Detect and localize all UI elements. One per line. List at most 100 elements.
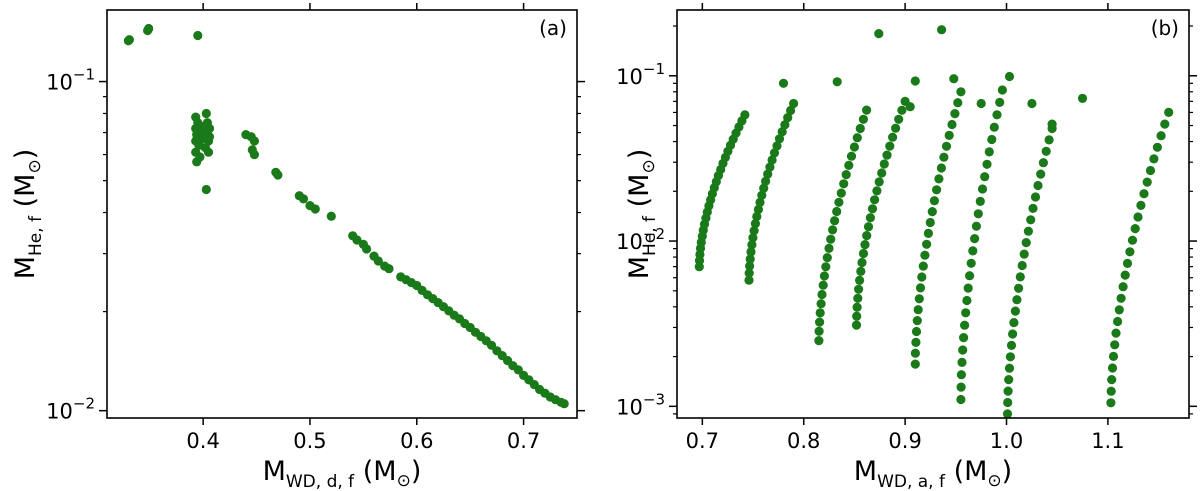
panel-b-data-point	[932, 185, 942, 195]
panel-b-data-point	[1012, 295, 1022, 305]
panel-b-data-point	[1114, 305, 1124, 315]
panel-b-data-point	[1130, 224, 1140, 234]
panel-b-data-point	[1003, 386, 1013, 396]
panel-b-data-point	[934, 174, 944, 184]
panel-b-data-point	[1133, 212, 1143, 222]
panel-b-data-point	[1004, 363, 1015, 373]
panel-b-data-point	[929, 196, 940, 206]
panel-b-data-point	[1004, 71, 1015, 82]
panel-b-data-point	[821, 262, 831, 272]
panel-b-data-point	[917, 272, 927, 282]
panel-b-data-point	[1008, 329, 1018, 339]
panel-b-data-point	[740, 110, 750, 120]
panel-b-data-point	[857, 257, 867, 268]
panel-b-data-point	[927, 207, 937, 217]
panel-b-data-point	[888, 132, 898, 142]
panel-b-data-point	[877, 168, 887, 178]
panel-b-data-point	[1004, 375, 1014, 385]
panel-b-data-point	[786, 105, 796, 116]
panel-b-data-point	[1136, 200, 1146, 210]
panel-a-data-point	[195, 152, 205, 162]
panel-b-xtick-label: 0.9	[888, 429, 921, 453]
panel-b-data-point	[778, 78, 789, 88]
panel-a-xtick-label: 0.7	[507, 429, 540, 453]
panel-b-data-point	[1015, 272, 1025, 282]
panel-b-data-point	[957, 357, 967, 367]
panel-b-xtick-label: 1.0	[990, 429, 1023, 453]
panel-b-data-point	[846, 151, 857, 161]
panel-b-data-point	[744, 268, 754, 278]
panel-a-data-point	[249, 136, 259, 146]
panel-b-data-point	[746, 247, 756, 257]
panel-b-data-point	[826, 234, 836, 244]
panel-b-data-point	[937, 25, 947, 35]
panel-b-data-point	[874, 177, 884, 187]
panel-b-data-point	[1149, 154, 1159, 164]
panel-b-data-point	[910, 76, 920, 86]
panel-b-data-point	[765, 162, 775, 172]
panel-a-xlabel: MWD, d, f (M⊙)	[263, 456, 422, 491]
panel-b-data-point	[897, 105, 907, 115]
panel-b-data-point	[936, 163, 947, 173]
panel-b-data-point	[1107, 363, 1118, 373]
panel-b-data-point	[911, 326, 922, 337]
panel-b-data-point	[968, 246, 978, 256]
panel-b-data-point	[783, 113, 793, 123]
panel-b-data-point	[918, 261, 928, 271]
panel-b-data-point	[1021, 238, 1031, 248]
panel-a-data-point	[144, 23, 154, 34]
panel-b-data-point	[856, 266, 866, 276]
panel-b-data-point	[894, 114, 904, 124]
panel-b-data-point	[769, 148, 780, 158]
panel-b-data-point	[874, 28, 884, 39]
panel-b-data-point	[970, 234, 980, 244]
panel-b-data-point	[905, 102, 915, 112]
panel-b-data-point	[1139, 189, 1149, 199]
panel-b-data-point	[748, 233, 758, 243]
panel-b-data-point	[747, 240, 757, 250]
panel-b-data-point	[749, 226, 759, 236]
panel-b-data-point	[830, 216, 840, 226]
panel-b-data-point	[982, 159, 992, 169]
panel-b-data-point	[851, 320, 862, 330]
panel-b-data-point	[1038, 158, 1048, 168]
panel-b-data-point	[973, 209, 983, 219]
panel-a-data-point	[249, 150, 259, 160]
panel-b-ytick-label: 10−1	[616, 60, 665, 89]
panel-b-data-point	[961, 308, 971, 318]
panel-b-data-point	[1017, 260, 1027, 271]
panel-b-data-point	[1028, 203, 1038, 213]
panel-a-data-point	[373, 256, 383, 266]
panel-b-data-point	[956, 382, 966, 392]
panel-b-data-point	[925, 217, 935, 228]
panel-b-data-point	[1030, 192, 1041, 202]
panel-a-ylabel: MHe, f (M⊙)	[10, 149, 46, 280]
panel-b-data-point	[755, 197, 765, 207]
panel-b-data-point	[976, 98, 986, 109]
panel-b-data-point	[997, 85, 1008, 95]
panel-a-data-point	[362, 244, 372, 254]
panel-b-data-point	[1107, 375, 1117, 385]
panel-b-data-point	[834, 197, 844, 207]
panel-b-xtick-label: 0.7	[686, 429, 719, 453]
panel-b-data-point	[1019, 249, 1029, 259]
panel-b-data-point	[947, 119, 957, 130]
panel-b-data-point	[772, 141, 782, 151]
panel-a-tag: (a)	[539, 16, 567, 40]
panel-b-data-point	[745, 261, 755, 271]
panel-b-data-point	[841, 170, 851, 180]
panel-b-data-point	[913, 305, 923, 315]
panel-b-data-point	[763, 169, 773, 179]
panel-a-data-point	[273, 170, 283, 180]
panel-b-data-point	[960, 320, 970, 330]
panel-a-frame	[106, 9, 578, 419]
panel-a-data-point	[559, 399, 569, 409]
panel-b-data-point	[844, 160, 854, 170]
panel-b-data-point	[1009, 318, 1019, 328]
panel-b-data-point	[1142, 177, 1152, 187]
panel-b-data-point	[966, 258, 976, 268]
panel-b-data-point	[767, 155, 777, 165]
panel-a-data-point	[124, 35, 134, 45]
panel-b-data-point	[1003, 397, 1013, 408]
panel-b-data-point	[1120, 270, 1130, 280]
